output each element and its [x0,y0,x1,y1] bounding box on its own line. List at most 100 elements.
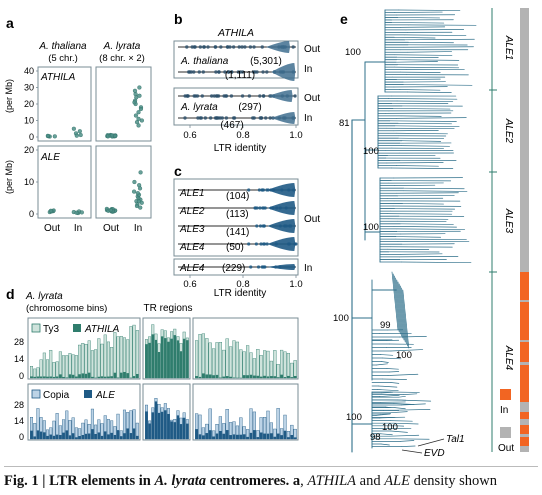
d-athila-bar [222,376,226,378]
e-lower-tip [394,407,406,410]
d-ty3-bar [263,350,267,379]
e-ale1-tip [396,59,460,61]
c-in-clade-count: (229) [222,263,245,274]
d-athila-bar [87,372,91,378]
e-lower-tip [390,430,408,433]
d-ty3-bar [205,338,209,379]
b-xtick-2: 1.0 [289,130,302,141]
d-ty3-bar [33,368,37,379]
d-ale-bar [219,430,222,439]
b-point [264,116,268,120]
e-bootstrap-8: 100 [346,412,362,423]
e-legend-out-swatch [500,427,511,438]
d-ty3-bar [256,349,260,379]
d-athila-bar [39,376,43,378]
b-point [192,70,196,74]
b-point [252,45,256,49]
e-legend-out: Out [498,443,514,454]
c-point [247,242,251,246]
d-ale-bar [123,433,126,439]
e-ale4-tip [381,378,407,380]
d-ty3-bar [119,335,123,379]
d-athila-bar [46,376,49,378]
e-lower-tip [395,409,431,411]
b-point [229,70,234,74]
c-point [258,206,262,210]
d-ty3-bar [87,340,91,379]
b-point [224,116,229,120]
d-ale-bar [97,432,101,439]
d-athila-bar [145,344,148,378]
e-strip-out-fleck [520,362,529,365]
e-ale3-tip [395,236,442,238]
c-point [260,188,264,192]
b-point [200,94,205,98]
d-ale-bar [242,434,246,439]
c-clade-3-count: (141) [226,227,249,238]
b-point [224,94,229,98]
e-lower-tip [379,417,396,419]
d-ale-bar [280,435,283,439]
d-athila-bar [59,374,62,378]
d-frame-top-tr [142,317,191,380]
d-ty3-bar [103,334,107,379]
c-out-label: Out [304,214,320,225]
d-ale-bar [287,437,290,439]
c-clade-2-count: (113) [226,209,249,220]
c-point [259,242,263,246]
c-violin [267,237,296,251]
e-lower-tip [393,422,419,425]
e-ale3-tip [396,228,466,230]
a-point [136,116,141,121]
figure-1: a b c d e A. thaliana (5 chr.) A. lyrata… [4,8,529,459]
b-point [213,45,218,49]
d-athila-bar [212,375,215,378]
e-ale3-tip [395,192,459,194]
c-point [257,188,262,192]
d-athila-bar [179,351,183,378]
b-frame-thaliana [173,40,299,79]
d-ale-bar [75,437,78,439]
d-ty3-bar [68,353,72,379]
c-clade-4-name: ALE4 [179,242,205,253]
d-ty3-bar [211,348,216,379]
c-point [249,265,253,269]
d-ale-bar [246,436,249,439]
d-ale-bar [126,428,129,439]
b-violin [266,41,291,53]
d-ale-bar [236,434,239,439]
d-athila-bar [198,376,202,378]
d-athila-bar [151,334,155,378]
e-ale2-tip [397,122,452,125]
c-violin [267,219,296,233]
b-point [209,94,214,98]
e-ale3-tip [387,218,449,220]
e-clade-ale3: ALE3 [503,208,514,234]
d-ty3-bar [252,358,256,379]
b-point [202,45,207,49]
c-point [263,206,267,210]
d-ale-bar [59,435,62,439]
a-point [138,170,143,175]
a-point [139,118,144,123]
e-tip-tal1: Tal1 [446,434,465,445]
d-ty3-bar [74,355,78,379]
d-ale-bar [119,436,123,439]
e-ale1-tip [399,89,441,91]
d-ale-bar [182,417,186,439]
d-ty3-bar [135,330,139,379]
d-ty3-bar [273,350,277,379]
caption-and: and [356,473,385,489]
e-legend-in: In [500,405,508,416]
d-ale-bar [84,433,88,439]
a-ytick: 10 [24,177,34,187]
d-ale-bar [68,435,72,439]
b-point [198,45,203,49]
d-ale-bar [205,433,209,439]
d-ytick-bottom-0: 0 [19,432,24,442]
e-ale1-tip [403,46,474,48]
e-ale1-tip [404,38,475,41]
b-row-out-2: Out [304,93,320,104]
a-point [138,106,144,112]
d-legend-ty3-swatch [31,323,41,333]
